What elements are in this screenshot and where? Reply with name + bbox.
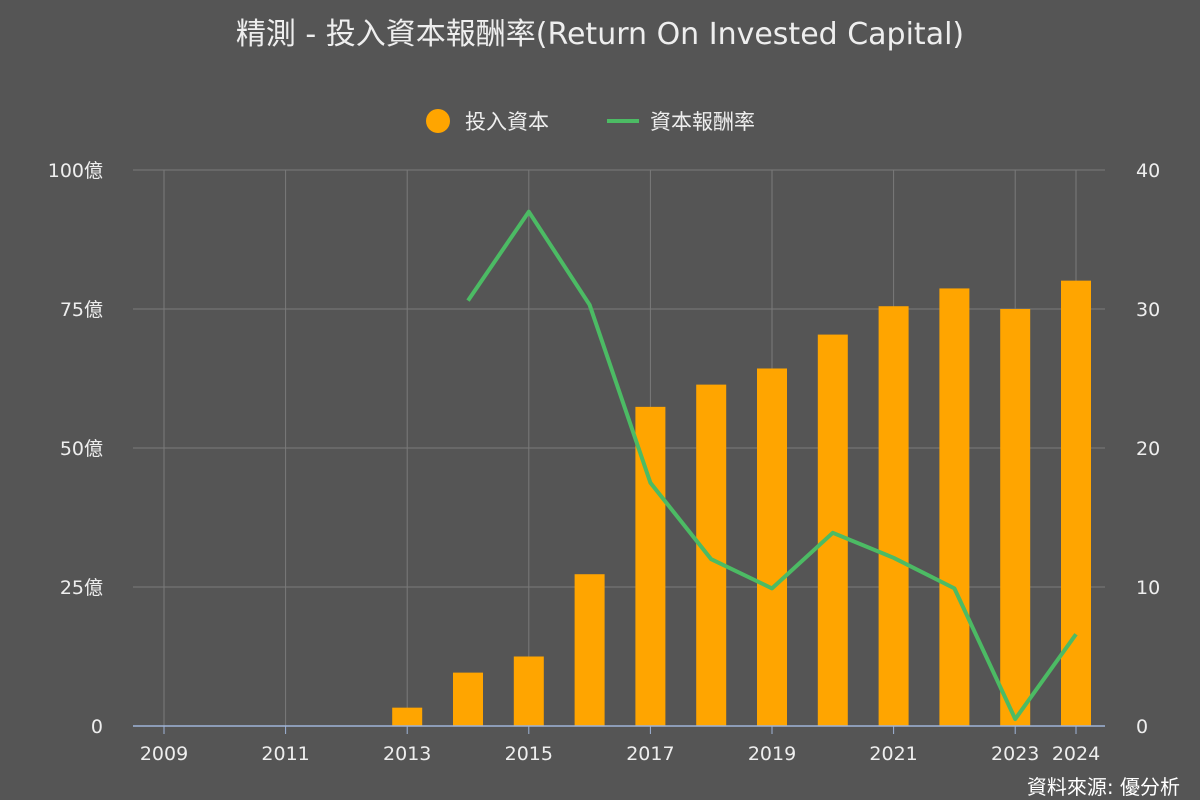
- x-tick-label: 2017: [626, 743, 674, 765]
- x-tick-label: 2021: [869, 743, 917, 765]
- bar-2021[interactable]: [878, 306, 909, 726]
- legend: 投入資本 資本報酬率: [426, 109, 755, 134]
- bar-2015[interactable]: [513, 656, 544, 727]
- bar-2019[interactable]: [757, 368, 787, 726]
- y-right-tick-label: 40: [1136, 160, 1160, 182]
- bar-2023[interactable]: [1000, 309, 1031, 726]
- bar-2018[interactable]: [696, 384, 727, 726]
- bar-2013[interactable]: [392, 707, 423, 726]
- legend-label-bar[interactable]: 投入資本: [465, 110, 549, 134]
- y-left-tick-label: 0: [91, 716, 103, 738]
- x-tick-label: 2015: [505, 743, 553, 765]
- y-right-tick-label: 10: [1136, 577, 1160, 599]
- bar-2022[interactable]: [939, 288, 970, 726]
- x-tick-label: 2011: [261, 743, 309, 765]
- x-tick-label: 2024: [1052, 743, 1100, 765]
- legend-swatch-bar[interactable]: [426, 109, 450, 133]
- y-left-tick-label: 25億: [60, 577, 103, 599]
- chart-title: 精測 - 投入資本報酬率(Return On Invested Capital): [236, 17, 964, 52]
- line-series: [466, 209, 1078, 722]
- bar-2014[interactable]: [453, 672, 483, 726]
- bar-2017[interactable]: [635, 406, 666, 726]
- y-right-tick-label: 20: [1136, 438, 1160, 460]
- axes: 2009 2011 2013 2015 2017 2019 2021 2023 2024 0 25億…: [48, 160, 1160, 765]
- roic-line[interactable]: [466, 209, 1078, 722]
- bar-2020[interactable]: [817, 334, 848, 726]
- y-left-tick-label: 75億: [60, 299, 103, 321]
- bar-2016[interactable]: [574, 574, 605, 726]
- source-label: 資料來源: 優分析: [1027, 775, 1180, 799]
- y-left-tick-label: 100億: [48, 160, 103, 182]
- x-tick-label: 2013: [383, 743, 431, 765]
- x-tick-label: 2023: [991, 743, 1039, 765]
- y-right-tick-label: 0: [1136, 716, 1148, 738]
- y-right-tick-label: 30: [1136, 299, 1160, 321]
- x-tick-label: 2009: [140, 743, 188, 765]
- bar-2024[interactable]: [1061, 280, 1091, 726]
- legend-label-line[interactable]: 資本報酬率: [650, 110, 755, 134]
- x-tick-label: 2019: [748, 743, 796, 765]
- y-left-tick-label: 50億: [60, 438, 103, 460]
- bars: [392, 280, 1091, 727]
